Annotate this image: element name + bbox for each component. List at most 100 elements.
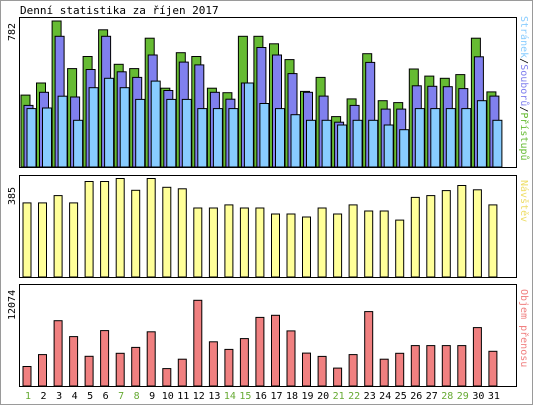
bar-visits-day-16: [255, 207, 265, 278]
bar-pages-day-5: [88, 87, 99, 168]
x-tick-label-day-13: 13: [208, 391, 220, 402]
bar-pages-day-3: [57, 95, 68, 168]
bar-volume-day-17: [271, 314, 280, 387]
x-tick-label-day-29: 29: [457, 391, 469, 402]
bar-visits-day-6: [100, 181, 110, 278]
bar-volume-day-21: [333, 367, 343, 387]
bar-pages-day-11: [181, 98, 192, 168]
bar-pages-day-2: [42, 107, 52, 168]
x-tick-label-day-18: 18: [286, 391, 298, 402]
x-tick-label-day-16: 16: [255, 391, 267, 402]
bar-visits-day-22: [348, 204, 358, 278]
bar-pages-day-26: [414, 108, 425, 168]
bar-pages-day-19: [306, 119, 316, 168]
bar-volume-day-5: [84, 355, 94, 387]
bar-pages-day-6: [104, 77, 115, 168]
bar-volume-day-1: [22, 366, 32, 387]
bar-pages-day-15: [243, 82, 254, 168]
bar-visits-day-13: [208, 207, 218, 278]
bar-pages-day-22: [352, 119, 363, 168]
bar-visits-day-27: [426, 195, 436, 278]
bar-volume-day-28: [441, 345, 451, 387]
bar-visits-day-25: [395, 219, 405, 278]
x-tick-label-day-15: 15: [239, 391, 251, 402]
chart-title: Denní statistika za říjen 2017: [20, 4, 219, 17]
bar-pages-day-12: [197, 108, 208, 168]
bar-pages-day-31: [492, 119, 503, 168]
volume-ymax-label: 12074: [7, 290, 18, 320]
x-tick-label-day-5: 5: [87, 391, 93, 402]
bar-volume-day-7: [115, 352, 125, 387]
bars-layer: [20, 20, 503, 387]
bar-visits-day-28: [441, 190, 451, 278]
bar-volume-day-23: [364, 311, 374, 387]
bar-volume-day-25: [395, 352, 405, 387]
visits-legend: Návštěv: [518, 180, 530, 222]
bar-volume-day-31: [488, 350, 498, 387]
visits-ymax-label: 385: [7, 187, 18, 205]
bar-visits-day-14: [224, 204, 234, 278]
hits-ymax-label: 782: [7, 23, 18, 41]
x-tick-label-day-17: 17: [270, 391, 282, 402]
bar-volume-day-11: [177, 358, 187, 387]
bar-pages-day-8: [135, 98, 146, 168]
x-tick-label-day-4: 4: [72, 391, 78, 402]
bar-visits-day-11: [177, 188, 187, 278]
bar-visits-day-1: [22, 202, 32, 278]
bar-pages-day-10: [166, 98, 177, 168]
bar-pages-day-16: [259, 103, 270, 168]
bar-volume-day-20: [317, 355, 327, 387]
volume-panel-frame: [19, 284, 517, 387]
bar-visits-day-26: [410, 196, 420, 278]
bar-visits-day-4: [69, 202, 79, 278]
bar-visits-day-9: [146, 178, 156, 278]
bar-visits-day-10: [162, 186, 172, 278]
bar-pages-day-18: [290, 114, 301, 168]
bar-volume-day-19: [302, 352, 311, 387]
legend-files: Souborů: [518, 64, 530, 106]
bar-volume-day-3: [53, 320, 63, 387]
bar-volume-day-15: [239, 338, 249, 387]
bar-visits-day-5: [84, 181, 94, 278]
bar-visits-day-12: [193, 207, 203, 278]
bar-volume-day-4: [69, 336, 79, 387]
bar-volume-day-13: [208, 341, 218, 387]
x-tick-label-day-30: 30: [472, 391, 484, 402]
bar-volume-day-22: [348, 354, 358, 387]
visits-panel-frame: [19, 175, 517, 278]
bar-pages-day-28: [445, 108, 456, 168]
bar-volume-day-16: [255, 316, 265, 387]
bar-pages-day-7: [119, 87, 130, 168]
hits-legend: Stránek/Souborů/Přístupů: [518, 16, 530, 161]
bar-visits-day-21: [333, 213, 343, 278]
bar-pages-day-21: [337, 124, 348, 168]
bar-volume-day-14: [224, 348, 234, 387]
x-tick-label-day-12: 12: [193, 391, 205, 402]
x-tick-label-day-3: 3: [56, 391, 62, 402]
bar-pages-day-25: [399, 129, 410, 168]
bar-volume-day-27: [426, 345, 436, 387]
bar-visits-day-2: [38, 202, 47, 278]
x-tick-label-day-9: 9: [149, 391, 155, 402]
x-axis-labels: 1 2 3 4 5 6 7 8 9 10 11 12 13 14 15 16 17 18 19 20 21 22 23 24 2…: [25, 391, 500, 402]
bar-volume-day-6: [100, 330, 110, 387]
legend-sep-2: /: [518, 106, 529, 112]
bar-visits-day-23: [364, 210, 374, 278]
bar-pages-day-29: [461, 108, 472, 168]
bar-pages-day-24: [383, 124, 394, 168]
legend-hits: Přístupů: [518, 112, 530, 160]
bar-visits-day-15: [239, 207, 249, 278]
volume-legend: Objem přenosu: [518, 289, 530, 367]
x-tick-label-day-25: 25: [395, 391, 407, 402]
bar-volume-day-12: [193, 299, 203, 387]
bar-volume-day-26: [410, 345, 420, 387]
x-tick-label-day-31: 31: [488, 391, 500, 402]
x-tick-label-day-28: 28: [441, 391, 453, 402]
bar-volume-day-29: [457, 345, 467, 387]
bar-volume-day-9: [146, 331, 156, 387]
bar-pages-day-20: [321, 119, 332, 168]
bar-volume-day-18: [286, 330, 296, 387]
x-tick-label-day-22: 22: [348, 391, 360, 402]
x-tick-label-day-11: 11: [177, 391, 189, 402]
